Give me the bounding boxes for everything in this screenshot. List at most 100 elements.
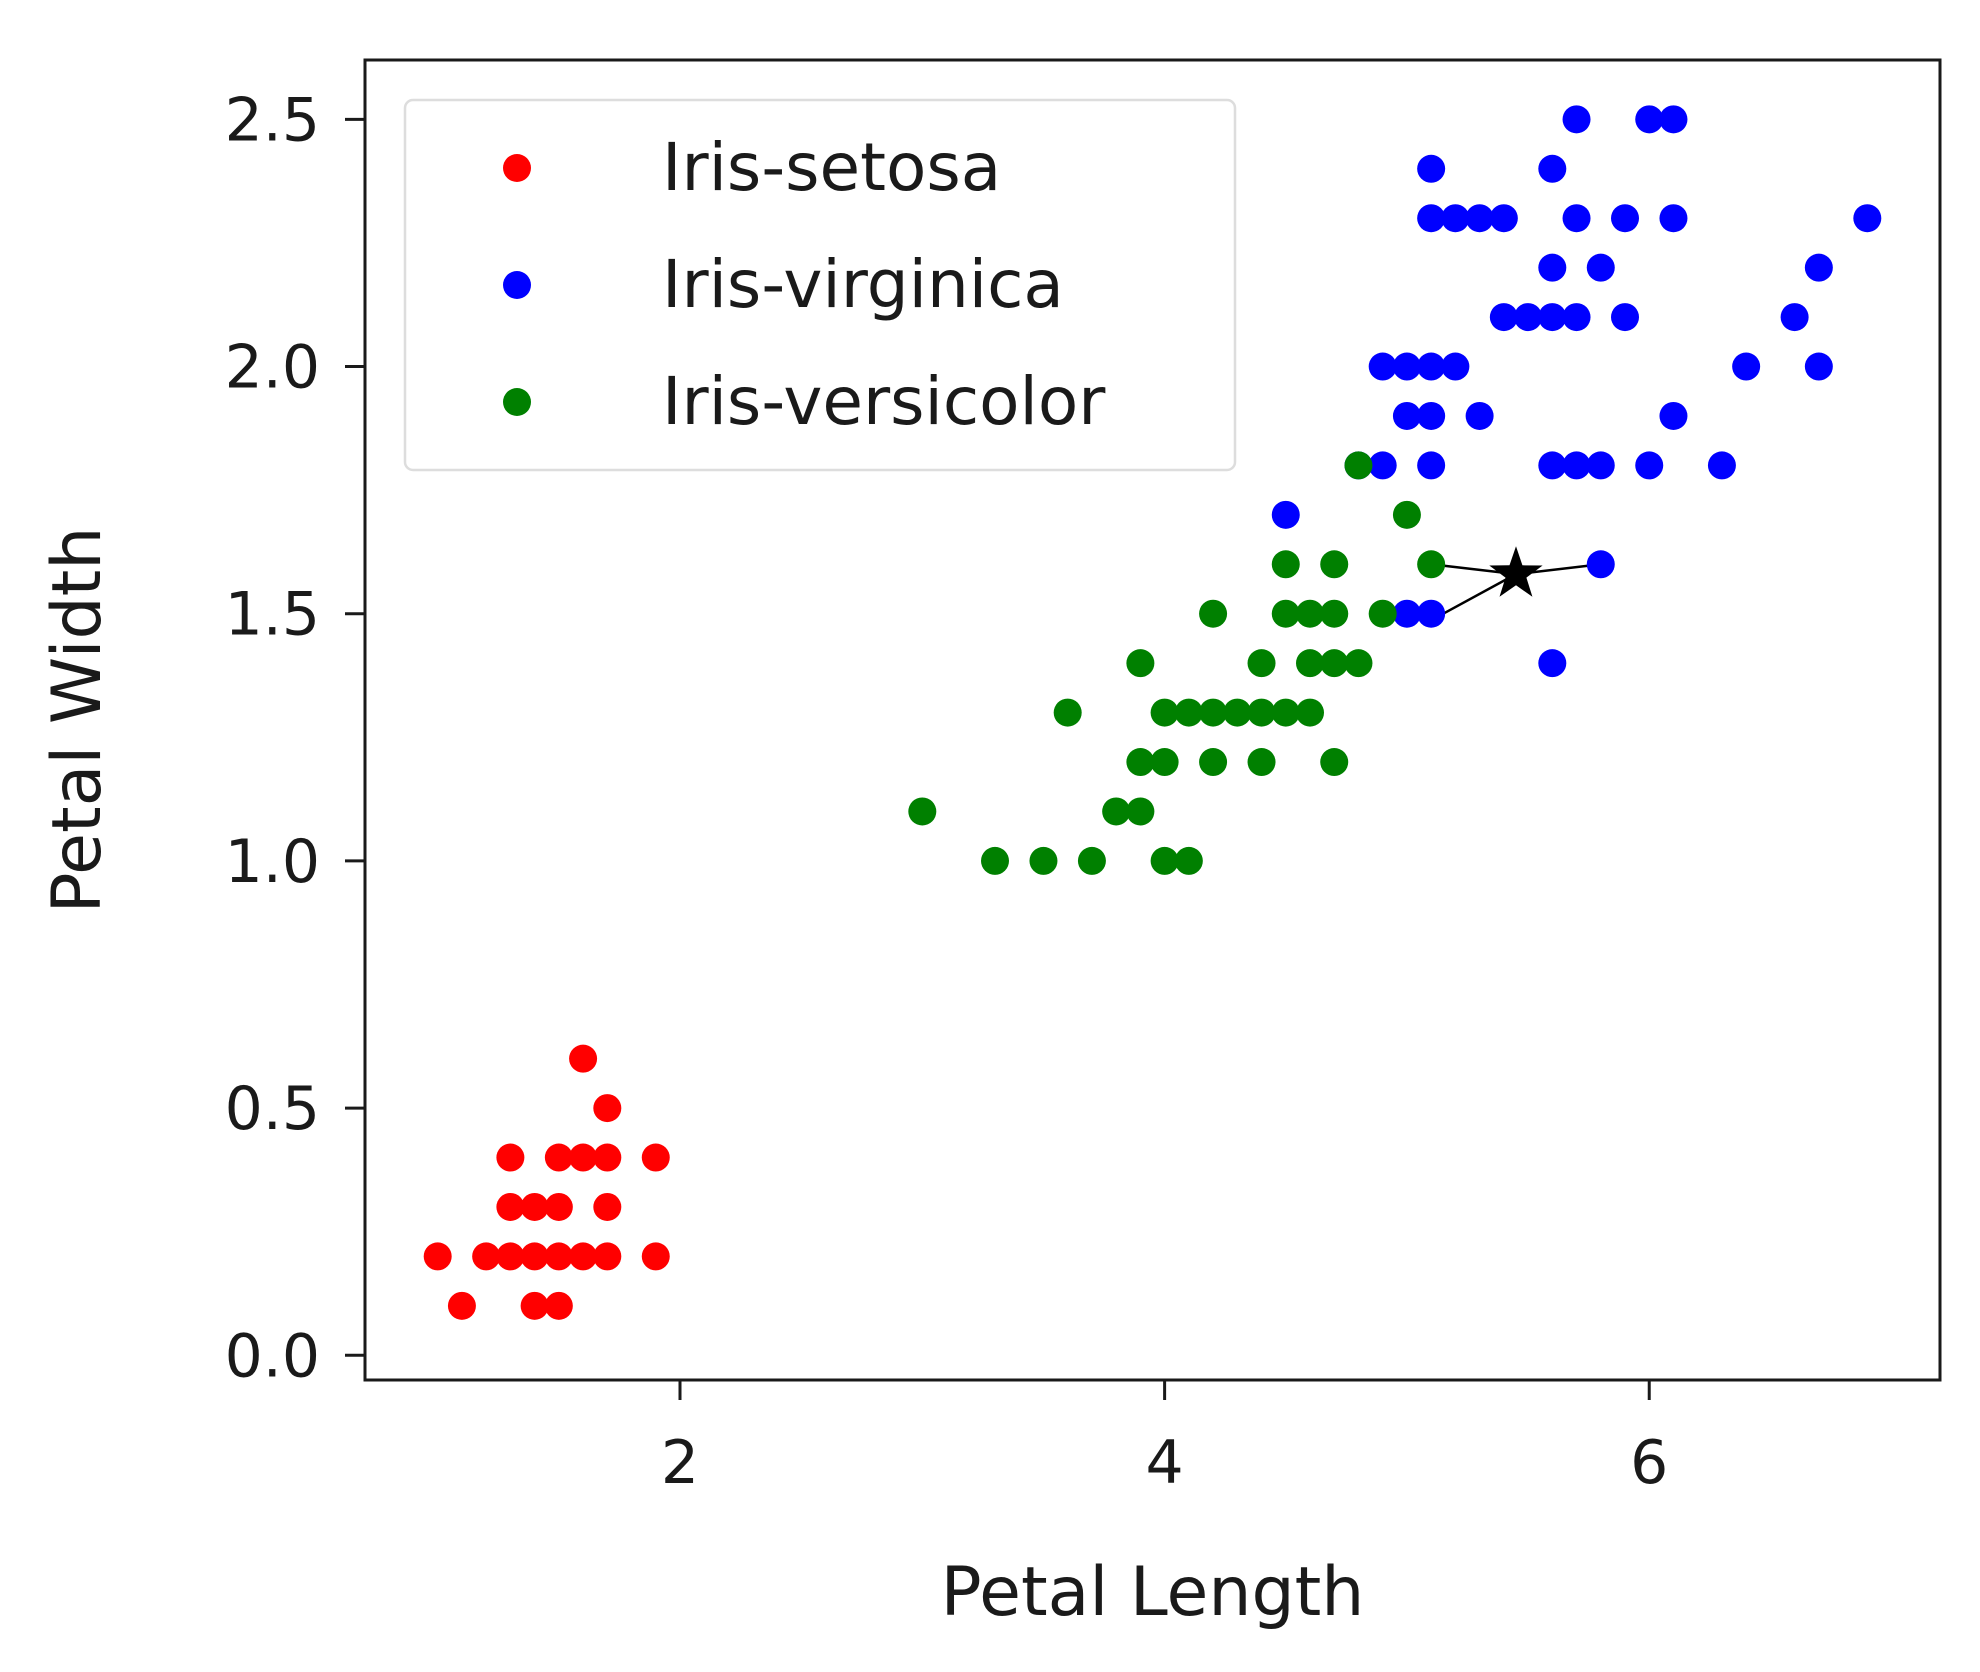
data-point: [593, 1192, 622, 1221]
data-point: [1514, 303, 1543, 332]
data-point: [1538, 253, 1567, 282]
x-tick-label: 6: [1630, 1428, 1668, 1498]
data-point: [1586, 550, 1615, 579]
data-point: [1853, 204, 1882, 233]
data-point: [1562, 204, 1591, 233]
data-point: [1150, 698, 1179, 727]
data-point: [1538, 303, 1567, 332]
data-point: [1392, 599, 1421, 628]
data-point: [1247, 748, 1276, 777]
y-axis-label: Petal Width: [38, 527, 117, 914]
legend-item: Iris-virginica: [503, 246, 1064, 323]
data-point: [1271, 698, 1300, 727]
data-point: [1489, 303, 1518, 332]
data-point: [641, 1143, 670, 1172]
data-point: [1150, 846, 1179, 875]
data-point: [1635, 105, 1664, 134]
series-iris-versicolor: [908, 451, 1446, 875]
x-axis-label: Petal Length: [941, 1553, 1365, 1632]
legend-marker: [503, 154, 531, 182]
data-point: [1417, 352, 1446, 381]
data-points: [423, 105, 1882, 1320]
data-point: [1247, 698, 1276, 727]
legend-box: [403, 98, 1237, 472]
data-point: [1102, 797, 1131, 826]
data-point: [1368, 451, 1397, 480]
data-point: [1562, 451, 1591, 480]
data-point: [1611, 204, 1639, 233]
data-point: [1271, 500, 1300, 529]
y-tick-label: 2.0: [225, 333, 320, 403]
data-point: [1077, 846, 1106, 875]
legend-item: Iris-setosa: [503, 129, 1001, 206]
legend-marker: [503, 271, 531, 299]
data-point: [1635, 451, 1664, 480]
data-point: [472, 1242, 501, 1271]
legend-marker: [503, 388, 531, 416]
data-point: [1538, 451, 1567, 480]
data-point: [496, 1143, 525, 1172]
data-point: [1441, 204, 1470, 233]
data-point: [569, 1044, 598, 1073]
data-point: [544, 1291, 573, 1320]
data-point: [447, 1291, 476, 1320]
y-tick-label: 1.0: [225, 827, 320, 897]
data-point: [1271, 599, 1300, 628]
x-tick-label: 2: [661, 1428, 699, 1498]
data-point: [520, 1192, 549, 1221]
data-point: [593, 1143, 622, 1172]
data-point: [1465, 401, 1494, 430]
y-tick-label: 0.5: [225, 1074, 320, 1144]
data-point: [1417, 154, 1446, 183]
data-point: [1465, 204, 1494, 233]
data-point: [1174, 846, 1203, 875]
y-axis: 0.0 0.5 1.0 1.5 2.0 2.5: [225, 85, 365, 1391]
data-point: [1199, 599, 1228, 628]
data-point: [1562, 303, 1591, 332]
data-point: [1174, 698, 1203, 727]
y-tick-label: 0.0: [225, 1321, 320, 1391]
data-point: [1126, 797, 1155, 826]
data-point: [1659, 401, 1688, 430]
data-point: [1320, 748, 1349, 777]
data-point: [1150, 748, 1179, 777]
data-point: [1320, 550, 1349, 579]
data-point: [1199, 698, 1228, 727]
neighbor-line: [1442, 573, 1517, 615]
data-point: [1489, 204, 1518, 233]
data-point: [1538, 154, 1567, 183]
data-point: [544, 1143, 573, 1172]
data-point: [520, 1242, 549, 1271]
x-axis: 2 4 6: [661, 1380, 1668, 1498]
data-point: [1417, 599, 1446, 628]
data-point: [1223, 698, 1252, 727]
data-point: [544, 1242, 573, 1271]
data-point: [1344, 649, 1373, 678]
data-point: [1586, 451, 1615, 480]
series-iris-setosa: [423, 1044, 670, 1320]
data-point: [593, 1094, 622, 1123]
data-point: [1247, 649, 1276, 678]
data-point: [1659, 105, 1688, 134]
data-point: [1053, 698, 1082, 727]
data-point: [1586, 253, 1615, 282]
data-point: [1320, 599, 1349, 628]
data-point: [496, 1192, 525, 1221]
legend-label: Iris-versicolor: [662, 363, 1106, 440]
y-tick-label: 1.5: [225, 580, 320, 650]
data-point: [544, 1192, 573, 1221]
data-point: [981, 846, 1009, 875]
legend-item: Iris-versicolor: [503, 363, 1106, 440]
data-point: [1392, 401, 1421, 430]
legend-label: Iris-setosa: [662, 129, 1001, 206]
data-point: [1368, 352, 1397, 381]
star-marker: [1489, 546, 1543, 597]
data-point: [641, 1242, 670, 1271]
legend-label: Iris-virginica: [662, 246, 1064, 323]
data-point: [1029, 846, 1058, 875]
data-point: [1417, 401, 1446, 430]
data-point: [496, 1242, 525, 1271]
data-point: [1126, 748, 1155, 777]
data-point: [1392, 500, 1421, 529]
